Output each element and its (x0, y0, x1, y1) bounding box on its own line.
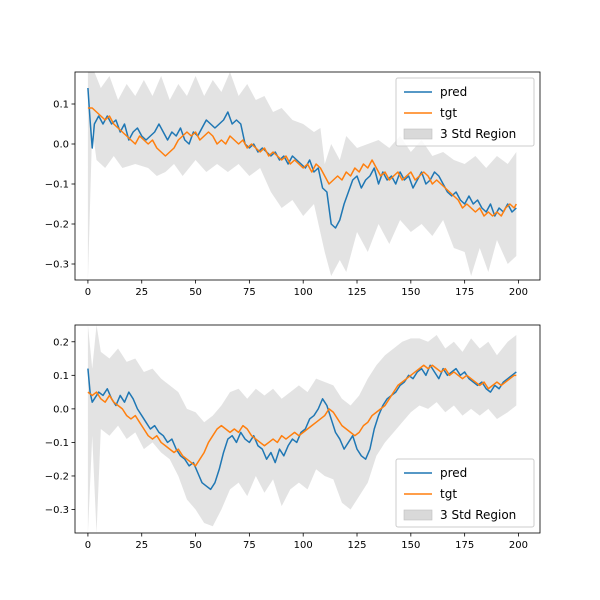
y-tick-label: 0.1 (53, 371, 69, 382)
x-tick-label: 75 (243, 540, 256, 551)
bottom-chart: 0 25 50 75 100 125 150 175 200 −0.3 −0.2 −0.1 0.0 0.1… (45, 324, 541, 551)
x-tick-label: 0 (85, 287, 91, 298)
y-tick-label: −0.1 (45, 180, 69, 191)
x-tick-label: 100 (294, 287, 313, 298)
legend-label: pred (440, 85, 467, 99)
x-tick-label: 175 (455, 540, 474, 551)
y-tick-label: −0.2 (45, 220, 69, 231)
x-tick-label: 200 (509, 540, 528, 551)
series-line-tgt (87, 364, 517, 467)
legend-swatch-band (403, 128, 433, 140)
x-tick-label: 125 (347, 287, 366, 298)
x-tick-label: 125 (347, 540, 366, 551)
x-tick-label: 100 (294, 540, 313, 551)
x-tick-label: 50 (189, 540, 202, 551)
legend: pred tgt 3 Std Region (395, 77, 535, 147)
y-tick-label: −0.1 (45, 438, 69, 449)
std-band (87, 72, 517, 280)
x-tick-label: 175 (455, 287, 474, 298)
y-tick-label: −0.2 (45, 471, 69, 482)
x-tick-label: 25 (135, 540, 148, 551)
y-tick-label: 0.1 (53, 100, 69, 111)
x-tick-label: 200 (509, 287, 528, 298)
legend-label: 3 Std Region (440, 508, 516, 522)
x-tick-label: 150 (401, 540, 420, 551)
y-tick-label: −0.3 (45, 505, 69, 516)
x-tick-label: 75 (243, 287, 256, 298)
plot-area (87, 72, 517, 280)
legend-label: 3 Std Region (440, 127, 516, 141)
legend-label: tgt (440, 487, 457, 501)
legend-label: tgt (440, 106, 457, 120)
plot-area (87, 325, 517, 533)
y-tick-label: 0.0 (53, 140, 69, 151)
x-tick-label: 25 (135, 287, 148, 298)
y-tick-label: 0.2 (53, 337, 69, 348)
legend-swatch-band (403, 509, 433, 521)
top-chart: 0 25 50 75 100 125 150 175 200 −0.3 −0.2 −0.1 0.0 0.1… (45, 71, 541, 298)
y-tick-label: −0.3 (45, 260, 69, 271)
x-tick-label: 50 (189, 287, 202, 298)
x-tick-label: 0 (85, 540, 91, 551)
legend: pred tgt 3 Std Region (395, 458, 535, 528)
series-line-pred (87, 87, 517, 229)
axes-frame (74, 71, 541, 281)
axes-frame (74, 324, 541, 534)
series-line-tgt (87, 107, 517, 217)
x-tick-label: 150 (401, 287, 420, 298)
legend-label: pred (440, 466, 467, 480)
y-tick-label: 0.0 (53, 404, 69, 415)
